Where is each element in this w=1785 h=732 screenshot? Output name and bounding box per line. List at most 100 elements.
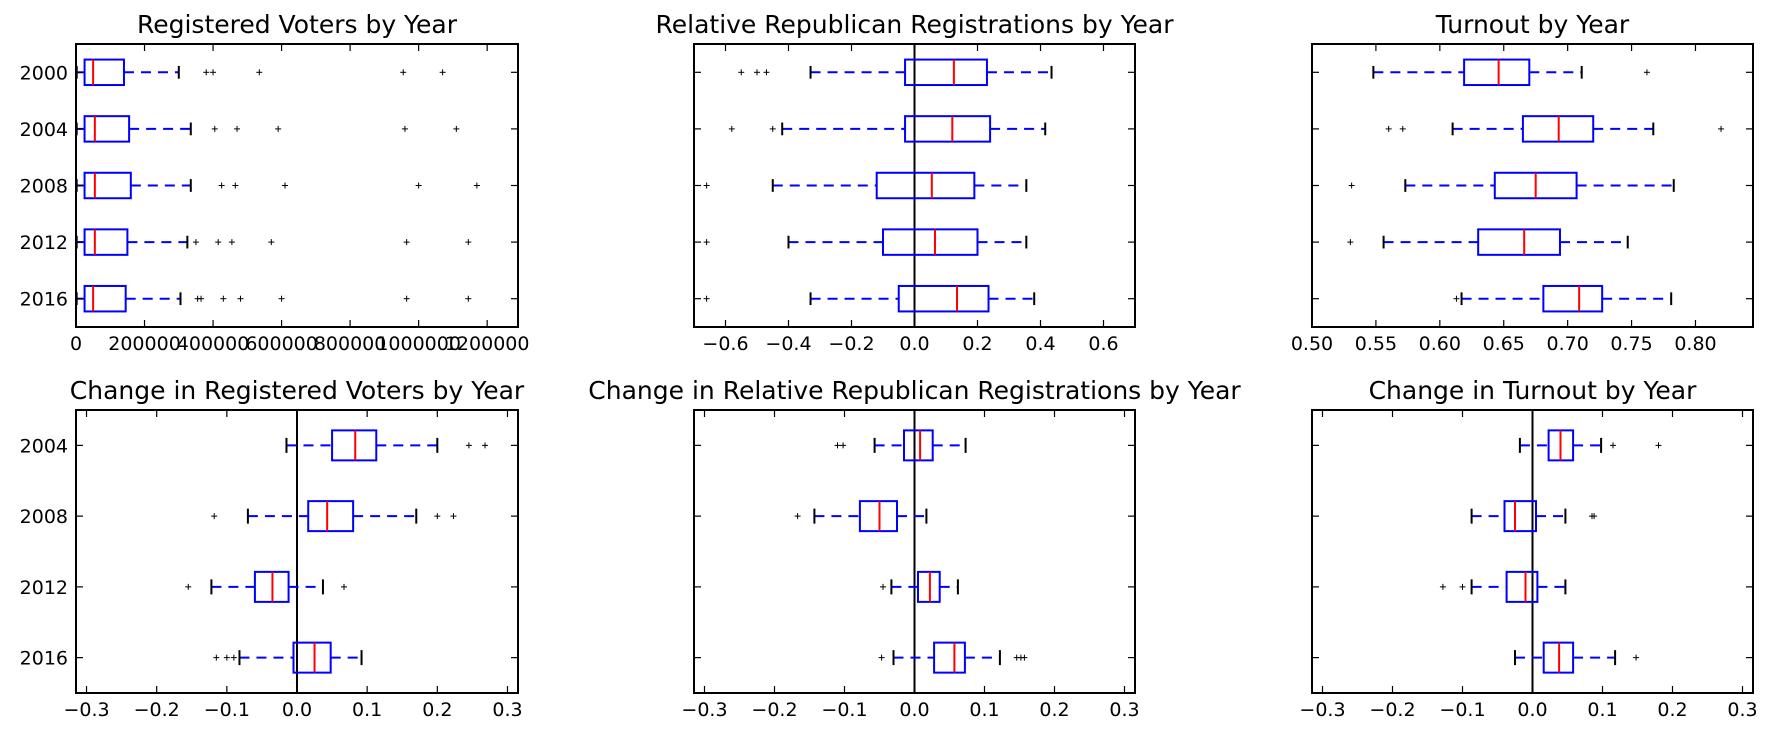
outlier-point bbox=[220, 295, 227, 302]
outlier-point bbox=[1655, 442, 1662, 449]
y-tick-label: 2012 bbox=[20, 577, 68, 599]
x-tick-label: 0.3 bbox=[1727, 699, 1757, 721]
box-2004 bbox=[285, 429, 489, 462]
outlier-point bbox=[230, 654, 237, 661]
x-tick-label: 0.6 bbox=[1088, 333, 1118, 355]
x-tick-label: 0.65 bbox=[1483, 333, 1525, 355]
box-iqr bbox=[1505, 570, 1539, 603]
outlier-point bbox=[703, 182, 710, 189]
outlier-point bbox=[400, 69, 407, 76]
outlier-point bbox=[473, 182, 480, 189]
outlier-point bbox=[1610, 442, 1616, 449]
x-tick-label: −0.3 bbox=[1299, 699, 1345, 721]
outlier-point bbox=[439, 69, 446, 76]
x-tick-label: 0.0 bbox=[282, 699, 312, 721]
x-tick-label: −0.4 bbox=[765, 333, 811, 355]
outlier-point bbox=[256, 69, 263, 76]
box-iqr bbox=[933, 641, 966, 674]
outlier-point bbox=[211, 125, 218, 132]
x-tick-label: 0.2 bbox=[422, 699, 452, 721]
outlier-point bbox=[1439, 583, 1446, 590]
outlier-point bbox=[232, 182, 239, 189]
x-tick-label: −0.2 bbox=[751, 699, 797, 721]
box-2004 bbox=[1518, 429, 1662, 462]
outlier-point bbox=[450, 513, 457, 520]
outlier-point bbox=[482, 442, 489, 449]
box-2000 bbox=[75, 58, 446, 87]
x-tick-label: 1200000 bbox=[445, 333, 530, 355]
x-tick-label: 0.2 bbox=[962, 333, 992, 355]
outlier-point bbox=[1399, 125, 1406, 132]
box-2012 bbox=[880, 570, 959, 603]
axes-frame bbox=[1311, 43, 1754, 328]
subplot-5: Change in Relative Republican Registrati… bbox=[588, 376, 1241, 721]
chart-title: Change in Turnout by Year bbox=[1369, 376, 1698, 405]
outlier-point bbox=[215, 239, 222, 246]
box-2000 bbox=[1372, 58, 1650, 87]
box-iqr bbox=[83, 171, 132, 200]
outlier-point bbox=[403, 239, 410, 246]
chart-title: Relative Republican Registrations by Yea… bbox=[656, 10, 1175, 39]
outlier-point bbox=[465, 295, 472, 302]
outlier-point bbox=[878, 654, 885, 661]
y-tick-label: 2016 bbox=[20, 289, 68, 311]
x-tick-label: 0.2 bbox=[1039, 699, 1069, 721]
box-iqr bbox=[1463, 58, 1531, 87]
box-2016 bbox=[1514, 641, 1640, 674]
chart-title: Change in Relative Republican Registrati… bbox=[588, 376, 1241, 405]
outlier-point bbox=[1385, 125, 1392, 132]
x-tick-label: 0.1 bbox=[1587, 699, 1617, 721]
x-tick-label: 0.80 bbox=[1674, 333, 1716, 355]
x-tick-label: −0.2 bbox=[1369, 699, 1415, 721]
box-2008 bbox=[1470, 500, 1598, 533]
outlier-point bbox=[223, 654, 230, 661]
box-iqr bbox=[83, 284, 127, 313]
x-tick-label: 0.75 bbox=[1610, 333, 1652, 355]
box-iqr bbox=[882, 228, 979, 256]
x-tick-label: 0.0 bbox=[899, 333, 929, 355]
outlier-point bbox=[203, 69, 210, 76]
outlier-point bbox=[434, 513, 441, 520]
outlier-point bbox=[234, 125, 241, 132]
x-tick-label: 0.2 bbox=[1657, 699, 1687, 721]
box-iqr bbox=[1503, 500, 1537, 533]
outlier-point bbox=[210, 69, 217, 76]
box-iqr bbox=[307, 500, 355, 533]
chart-title: Turnout by Year bbox=[1435, 10, 1630, 39]
box-iqr bbox=[1542, 284, 1604, 313]
box-iqr bbox=[1477, 228, 1561, 256]
box-2004 bbox=[75, 115, 460, 143]
x-tick-label: 0.3 bbox=[1109, 699, 1139, 721]
box-2008 bbox=[211, 500, 457, 533]
y-tick-label: 2008 bbox=[20, 506, 68, 528]
x-tick-label: −0.1 bbox=[821, 699, 867, 721]
outlier-point bbox=[738, 69, 745, 76]
outlier-point bbox=[754, 69, 760, 76]
outlier-point bbox=[228, 239, 235, 246]
box-2016 bbox=[703, 284, 1036, 313]
outlier-point bbox=[794, 513, 801, 520]
outlier-point bbox=[278, 295, 285, 302]
x-tick-label: −0.1 bbox=[204, 699, 250, 721]
box-2008 bbox=[703, 171, 1028, 200]
box-2012 bbox=[1439, 570, 1567, 603]
outlier-point bbox=[403, 295, 410, 302]
box-2016 bbox=[75, 284, 472, 313]
x-tick-label: 0.55 bbox=[1355, 333, 1397, 355]
y-tick-label: 2012 bbox=[20, 232, 68, 254]
subplot-3: Turnout by Year 0.50 0.55 0.60 0.65 0.70 0.75 0… bbox=[1291, 10, 1754, 355]
x-tick-label: 0.1 bbox=[969, 699, 999, 721]
x-tick-label: −0.3 bbox=[63, 699, 109, 721]
outlier-point bbox=[185, 583, 192, 590]
y-tick-label: 2004 bbox=[20, 119, 68, 141]
x-tick-label: 0.0 bbox=[1517, 699, 1547, 721]
outlier-point bbox=[703, 239, 710, 246]
outlier-point bbox=[213, 654, 220, 661]
outlier-point bbox=[1459, 583, 1466, 590]
box-iqr bbox=[858, 500, 899, 533]
box-iqr bbox=[83, 228, 129, 256]
x-tick-label: 0.3 bbox=[492, 699, 522, 721]
box-2004 bbox=[834, 429, 967, 462]
box-2012 bbox=[1347, 228, 1629, 256]
